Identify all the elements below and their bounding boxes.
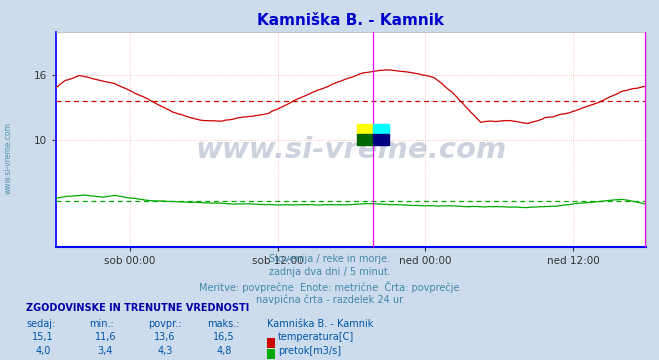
Text: 3,4: 3,4	[98, 346, 113, 356]
Text: 13,6: 13,6	[154, 332, 175, 342]
Text: povpr.:: povpr.:	[148, 319, 182, 329]
Text: 4,3: 4,3	[157, 346, 173, 356]
Text: 4,0: 4,0	[35, 346, 51, 356]
Text: ZGODOVINSKE IN TRENUTNE VREDNOSTI: ZGODOVINSKE IN TRENUTNE VREDNOSTI	[26, 303, 250, 313]
Text: 11,6: 11,6	[95, 332, 116, 342]
Title: Kamniška B. - Kamnik: Kamniška B. - Kamnik	[258, 13, 444, 28]
Text: Kamniška B. - Kamnik: Kamniška B. - Kamnik	[267, 319, 373, 329]
Text: www.si-vreme.com: www.si-vreme.com	[4, 122, 13, 194]
Text: zadnja dva dni / 5 minut.: zadnja dva dni / 5 minut.	[269, 267, 390, 278]
Text: temperatura[C]: temperatura[C]	[278, 332, 355, 342]
Text: 15,1: 15,1	[32, 332, 53, 342]
Text: 16,5: 16,5	[214, 332, 235, 342]
Text: min.:: min.:	[89, 319, 114, 329]
Bar	[373, 123, 389, 134]
Text: sedaj:: sedaj:	[26, 319, 55, 329]
Text: maks.:: maks.:	[208, 319, 240, 329]
Bar	[357, 123, 373, 134]
Text: navpična črta - razdelek 24 ur: navpična črta - razdelek 24 ur	[256, 295, 403, 305]
Text: pretok[m3/s]: pretok[m3/s]	[278, 346, 341, 356]
Text: Meritve: povprečne  Enote: metrične  Črta: povprečje: Meritve: povprečne Enote: metrične Črta:…	[199, 281, 460, 293]
Bar	[357, 134, 373, 145]
Text: www.si-vreme.com: www.si-vreme.com	[195, 136, 507, 164]
Bar	[373, 134, 389, 145]
Text: 4,8: 4,8	[216, 346, 232, 356]
Text: Slovenija / reke in morje.: Slovenija / reke in morje.	[269, 254, 390, 264]
